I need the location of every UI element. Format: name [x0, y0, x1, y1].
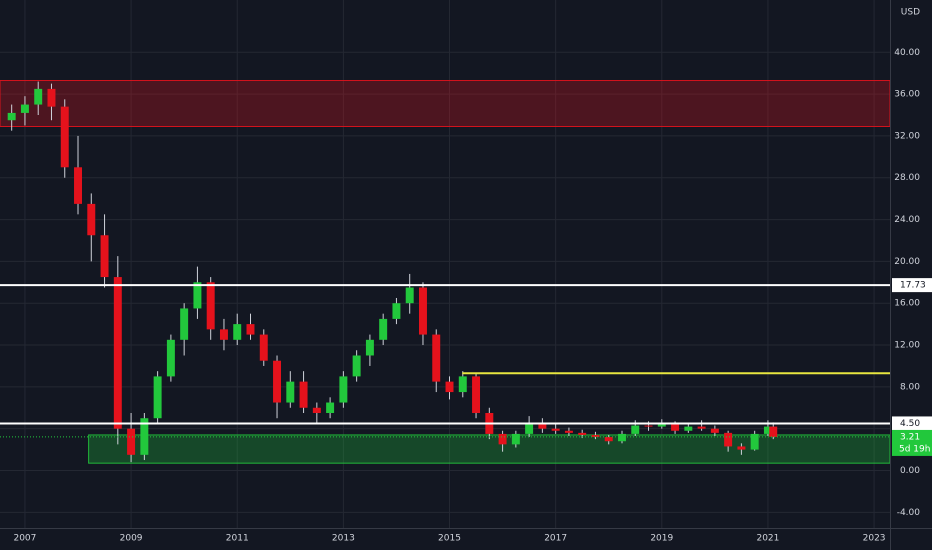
x-tick-label: 2017	[544, 534, 567, 544]
candle-body	[432, 334, 441, 382]
candle-body	[657, 423, 666, 427]
x-tick-label: 2009	[120, 534, 143, 544]
candle-body	[750, 433, 759, 450]
candle-body	[458, 376, 467, 393]
candle-body	[60, 106, 69, 168]
candle-body	[113, 277, 122, 429]
price-label-bg	[892, 278, 932, 293]
candle-body	[339, 376, 348, 403]
y-tick-label: 40.00	[894, 48, 920, 58]
candle-body	[246, 324, 255, 335]
last-price-bg	[892, 429, 932, 456]
x-tick-label: 2019	[650, 534, 673, 544]
candle-body	[763, 426, 772, 434]
candle-body	[299, 381, 308, 408]
candle-body	[551, 428, 560, 431]
y-tick-label: 24.00	[894, 215, 920, 225]
y-tick-label: 0.00	[900, 466, 920, 476]
candle-body	[445, 381, 454, 393]
currency-label: USD	[901, 8, 920, 18]
candle-body	[34, 88, 43, 105]
candle-body	[684, 426, 693, 431]
candle-body	[193, 282, 202, 309]
x-tick-label: 2011	[226, 534, 249, 544]
candle-body	[326, 402, 335, 413]
candle-body	[525, 423, 534, 434]
x-tick-label: 2007	[13, 534, 36, 544]
candle-body	[273, 360, 282, 403]
candle-body	[769, 426, 778, 437]
candle-body	[180, 308, 189, 340]
candle-body	[498, 433, 507, 445]
y-tick-label: 28.00	[894, 173, 920, 183]
price-label: 17.73	[900, 281, 926, 291]
y-tick-label: 8.00	[900, 382, 920, 392]
candle-body	[47, 88, 56, 107]
price-label: 4.50	[900, 419, 920, 429]
candle-body	[379, 318, 388, 340]
candle-body	[206, 282, 215, 330]
candle-body	[392, 303, 401, 319]
candle-body	[100, 235, 109, 278]
candle-body	[644, 425, 653, 427]
candle-body	[631, 425, 640, 434]
x-tick-label: 2023	[863, 534, 886, 544]
candle-body	[697, 426, 706, 429]
y-tick-label: 36.00	[894, 90, 920, 100]
candle-body	[538, 423, 547, 429]
y-tick-label: 32.00	[894, 131, 920, 141]
candle-body	[153, 376, 162, 419]
candle-body	[87, 203, 96, 236]
x-tick-label: 2021	[756, 534, 779, 544]
zone	[88, 434, 891, 464]
last-price-label: 3.21	[900, 432, 920, 442]
candle-body	[7, 112, 16, 121]
x-tick-label: 2013	[332, 534, 355, 544]
candle-body	[405, 287, 414, 304]
candle-body	[166, 339, 175, 377]
candle-body	[472, 376, 481, 413]
candle-body	[604, 437, 613, 442]
candle-body	[74, 167, 82, 204]
candle-body	[591, 434, 600, 438]
candle-body	[259, 334, 268, 361]
candle-body	[564, 430, 573, 433]
y-tick-label: 20.00	[894, 257, 920, 267]
price-label-bg	[892, 416, 932, 431]
zone	[0, 80, 891, 128]
x-tick-label: 2015	[438, 534, 461, 544]
candle-body	[312, 407, 321, 413]
y-tick-label: -4.00	[897, 508, 921, 518]
candle-body	[286, 381, 295, 403]
y-tick-label: 16.00	[894, 299, 920, 309]
candle-body	[618, 433, 626, 442]
candle-body	[20, 104, 29, 113]
candle-body	[710, 428, 719, 433]
y-tick-label: 12.00	[894, 341, 920, 351]
candle-body	[724, 432, 733, 447]
axes: -4.000.004.008.0012.0016.0020.0024.0028.…	[13, 48, 932, 544]
candle-body	[671, 423, 680, 431]
candle-body	[737, 446, 746, 450]
candle-body	[578, 432, 587, 435]
candle-body	[233, 324, 242, 340]
candle-body	[511, 433, 520, 445]
countdown-label: 5d 19h	[899, 444, 930, 454]
candle-body	[352, 355, 361, 377]
candle-body	[127, 428, 136, 455]
candle-body	[219, 329, 228, 340]
plot-area	[0, 80, 891, 464]
candle-body	[365, 339, 374, 356]
candle-body	[418, 287, 427, 335]
